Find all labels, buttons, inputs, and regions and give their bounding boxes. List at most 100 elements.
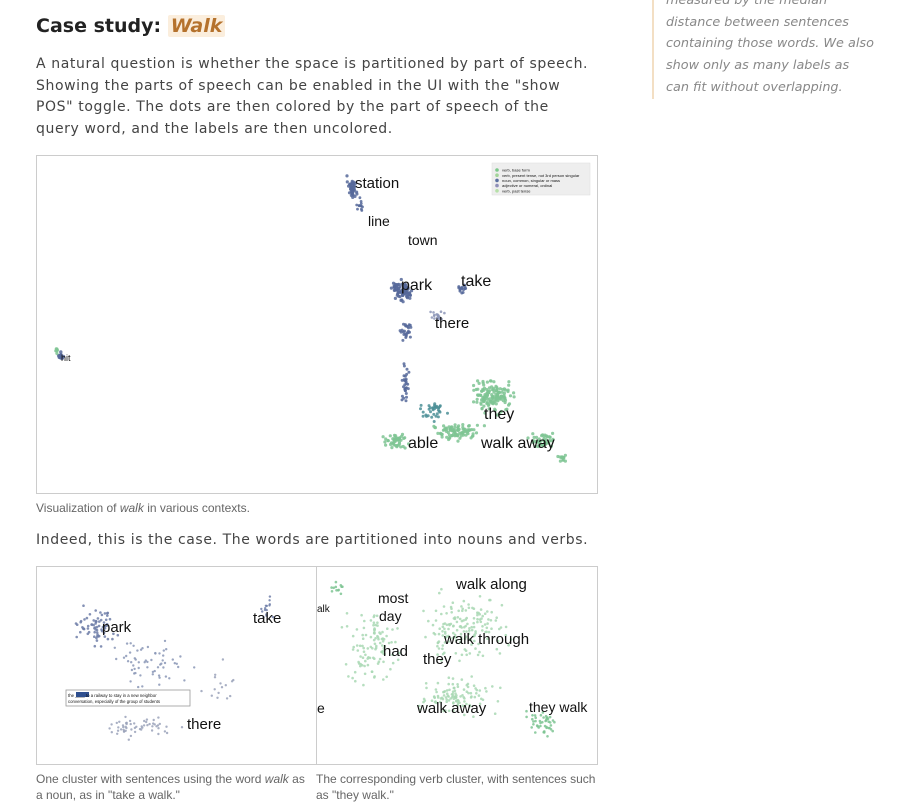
verb-dot — [487, 407, 491, 411]
verb-dot — [454, 652, 458, 655]
verb-dot — [394, 434, 398, 438]
noun-dot — [408, 335, 412, 339]
verb-dot — [467, 632, 471, 635]
verb-dot — [492, 390, 496, 394]
verb-dot — [457, 427, 461, 431]
verb-dot — [477, 381, 481, 385]
verb-dot — [525, 715, 528, 719]
verb-dot — [374, 623, 377, 627]
verb-dot — [398, 436, 402, 440]
verb-dot — [438, 627, 441, 630]
noun-dot — [398, 329, 402, 333]
verb-dot — [362, 626, 366, 630]
noun-dot — [116, 633, 120, 637]
verb-dot — [534, 731, 537, 734]
noun-dot — [129, 734, 133, 738]
verb-dot — [396, 627, 399, 630]
verb-dot — [494, 402, 498, 406]
verb-dot — [339, 592, 343, 596]
verb-dot — [453, 686, 456, 690]
verb-dot — [456, 701, 460, 705]
verb-dot — [483, 623, 487, 626]
tooltip-highlight — [76, 692, 89, 697]
verb-dot — [542, 716, 545, 719]
verb-dot — [478, 702, 482, 706]
noun-dot — [133, 672, 136, 675]
verb-dot — [447, 627, 450, 631]
figure-caption-main: Visualization of walk in various context… — [36, 500, 250, 516]
noun-dot — [351, 193, 355, 197]
label-day: day — [379, 608, 402, 624]
noun-dot — [396, 283, 400, 287]
noun-dot — [136, 649, 139, 652]
verb-dot — [487, 618, 490, 621]
noun-dot — [360, 207, 363, 211]
noun-dot — [152, 722, 155, 725]
noun-dot — [86, 624, 90, 628]
verb-dot — [421, 414, 425, 418]
noun-dot — [124, 729, 127, 732]
noun-dot — [229, 694, 232, 698]
verb-dot — [475, 397, 479, 401]
verb-dot — [456, 703, 460, 707]
noun-dot — [359, 200, 363, 203]
verb-dot — [477, 611, 480, 615]
verb-dot — [467, 603, 470, 606]
verb-dot — [476, 379, 480, 383]
noun-dot — [60, 355, 64, 360]
noun-dot — [437, 314, 440, 317]
verb-dot — [472, 684, 476, 687]
verb-dot — [543, 724, 547, 728]
verb-dot — [470, 643, 473, 646]
verb-dot — [476, 613, 479, 617]
verb-dot — [436, 681, 440, 685]
noun-dot — [92, 619, 95, 622]
verb-dot — [471, 606, 474, 610]
verb-dot — [493, 712, 497, 715]
noun-dot — [213, 676, 217, 679]
verb-dot — [467, 637, 470, 641]
label-they-walk: they walk — [529, 699, 588, 715]
verb-dot — [380, 637, 384, 641]
verb-dot — [359, 655, 362, 658]
noun-dot — [265, 613, 268, 616]
verb-dot — [357, 660, 360, 664]
verb-dot — [442, 622, 445, 626]
verb-dot — [508, 394, 513, 398]
verb-dot — [470, 675, 473, 678]
panel-divider — [316, 567, 317, 764]
verb-dot — [391, 437, 395, 441]
legend-label: verb, base form — [502, 168, 530, 173]
verb-dot — [469, 638, 473, 642]
noun-dot — [85, 616, 89, 620]
verb-dot — [427, 619, 430, 623]
noun-dot — [402, 374, 406, 378]
verb-dot — [483, 612, 487, 615]
verb-dot — [364, 653, 367, 657]
verb-dot — [464, 635, 468, 638]
verb-dot — [456, 439, 460, 443]
verb-dot — [479, 620, 483, 624]
verb-dot — [433, 695, 436, 699]
noun-dot — [150, 658, 153, 662]
verb-dot — [498, 387, 502, 391]
noun-dot — [146, 660, 149, 664]
noun-dot — [180, 726, 184, 729]
noun-dot — [347, 191, 352, 195]
noun-dot — [95, 631, 99, 634]
verb-dot — [383, 440, 387, 444]
noun-dot — [159, 663, 162, 666]
noun-dot — [154, 652, 157, 655]
verb-dot — [486, 610, 489, 613]
verb-dot — [498, 652, 502, 655]
verb-dot — [438, 405, 442, 408]
verb-dot — [542, 437, 546, 441]
noun-dot — [391, 281, 396, 285]
verb-dot — [351, 648, 355, 651]
verb-dot — [387, 641, 391, 645]
verb-dot — [355, 644, 359, 647]
verb-dot — [388, 434, 392, 438]
noun-dot — [81, 626, 84, 629]
verb-dot — [462, 599, 466, 603]
verb-dot — [473, 695, 477, 699]
